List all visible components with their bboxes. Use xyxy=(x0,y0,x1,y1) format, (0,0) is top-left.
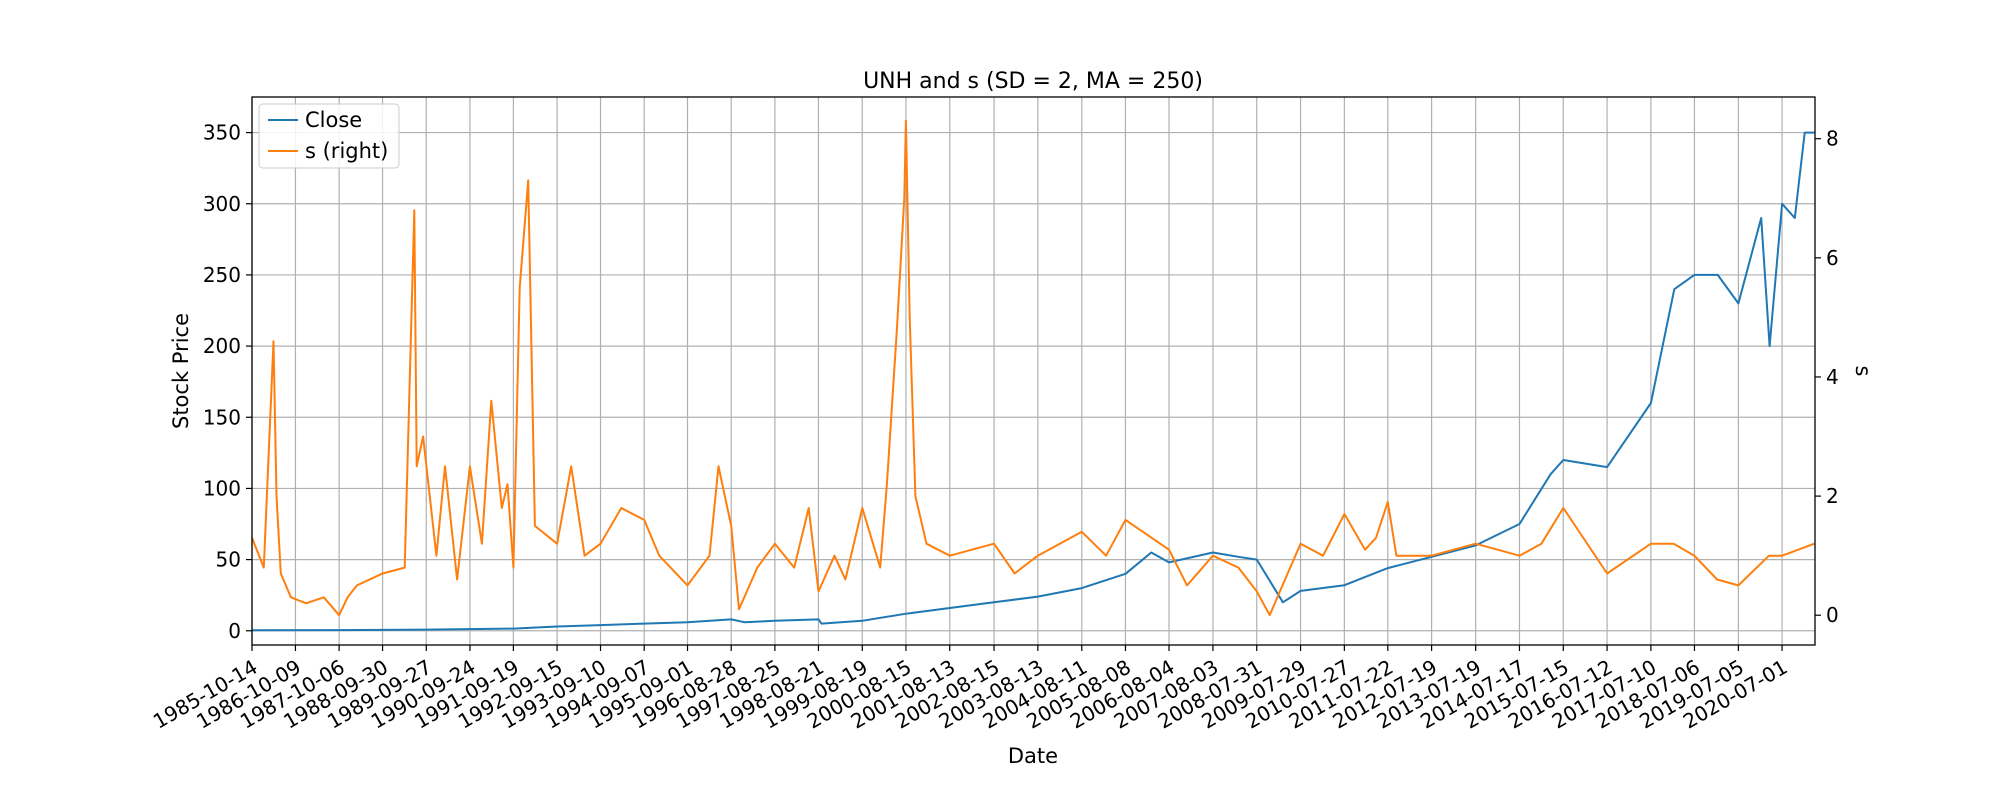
y2-tick-label: 4 xyxy=(1826,365,1839,389)
series-line-close xyxy=(251,131,1815,632)
series-layer xyxy=(251,119,1815,632)
plot-frame xyxy=(251,96,1816,646)
grid xyxy=(251,97,1815,645)
y-tick-label: 150 xyxy=(203,405,241,429)
y2-tick-label: 6 xyxy=(1826,246,1839,270)
y2-tick-label: 8 xyxy=(1826,127,1839,151)
y2-tick-label: 0 xyxy=(1826,603,1839,627)
y-tick-label: 350 xyxy=(203,121,241,145)
series-line-s xyxy=(251,119,1815,617)
chart-title: UNH and s (SD = 2, MA = 250) xyxy=(863,69,1203,94)
y-axis-right: 0 2 4 6 8 xyxy=(1815,127,1839,627)
legend-label-close: Close xyxy=(305,108,362,132)
y2-axis-label: s xyxy=(1851,366,1875,377)
y-tick-label: 250 xyxy=(203,263,241,287)
x-axis: 1985-10-141986-10-091987-10-061988-09-30… xyxy=(149,645,1792,734)
y-tick-label: 100 xyxy=(203,476,241,500)
x-axis-label: Date xyxy=(1008,744,1058,768)
y2-tick-label: 2 xyxy=(1826,484,1839,508)
legend-label-s: s (right) xyxy=(305,139,388,163)
y-axis-label: Stock Price xyxy=(169,313,193,429)
y-tick-label: 50 xyxy=(216,548,241,572)
y-axis-left: 0 50 100 150 200 250 300 350 xyxy=(203,121,252,643)
legend: Close s (right) xyxy=(258,103,400,169)
y-tick-label: 0 xyxy=(228,619,241,643)
y-tick-label: 300 xyxy=(203,192,241,216)
y-tick-label: 200 xyxy=(203,334,241,358)
